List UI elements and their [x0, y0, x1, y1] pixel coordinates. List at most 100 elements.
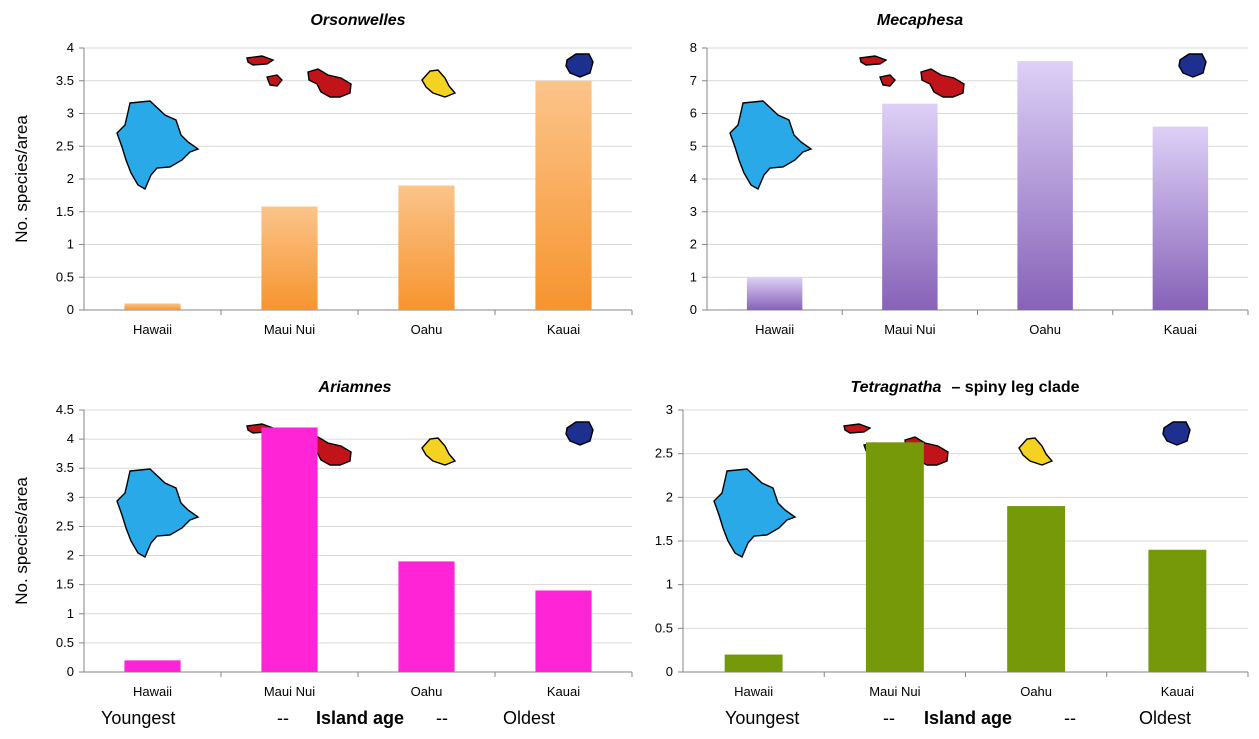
y-tick-label: 3.5 [56, 73, 74, 88]
hawaii-island-icon [116, 100, 200, 190]
y-tick-label: 1 [67, 606, 74, 621]
chart-panel-4: 0 0.5 1 1.5 2 2.5 3 Hawaii Maui Nui Oahu Kauai Tetr… [655, 379, 1249, 699]
bar-kauai [1148, 549, 1207, 672]
bar-oahu [398, 185, 455, 310]
x-category-label: Maui Nui [264, 322, 315, 337]
bar-oahu [1007, 506, 1066, 672]
y-tick-label: 5 [690, 138, 697, 153]
bar-kauai [535, 590, 592, 672]
bar-oahu [1017, 61, 1073, 310]
oahu-island-icon [421, 69, 457, 98]
island-map-group [116, 421, 594, 558]
bar-kauai [535, 80, 592, 310]
maui-nui-islands-icon [920, 68, 965, 98]
y-tick-label: 0 [666, 664, 673, 679]
y-tick-label: 1.5 [655, 533, 673, 548]
chart-title: Orsonwelles [310, 12, 405, 29]
y-tick-label: 1 [67, 237, 74, 252]
kauai-island-icon [565, 53, 594, 78]
y-tick-label: 2.5 [56, 138, 74, 153]
oahu-island-icon [1018, 437, 1054, 466]
bar-maui-nui [865, 442, 924, 672]
x-category-label: Kauai [547, 322, 580, 337]
y-tick-label: 7 [690, 73, 697, 88]
chart-panel-2: 0 1 2 3 4 5 6 7 8 Hawaii Maui Nui Oahu Kauai Mecaphes… [690, 12, 1249, 337]
y-tick-label: 1.5 [56, 577, 74, 592]
maui-nui-islands-icon [266, 74, 283, 87]
maui-nui-islands-icon [859, 55, 888, 66]
bar-hawaii [724, 654, 783, 672]
x-category-label: Kauai [1161, 684, 1194, 699]
bar-hawaii [124, 660, 181, 672]
x-category-label: Oahu [411, 684, 443, 699]
x-category-label: Maui Nui [264, 684, 315, 699]
chart-panel-3: 0 0.5 1 1.5 2 2.5 3 3.5 4 4.5 Hawaii Maui Nui Oahu Ka… [12, 379, 633, 699]
hawaii-island-icon [713, 468, 797, 558]
chart-title: Mecaphesa [877, 12, 963, 29]
bar-maui-nui [261, 206, 318, 310]
y-tick-label: 3.5 [56, 460, 74, 475]
x-category-label: Kauai [547, 684, 580, 699]
island-map-group [713, 421, 1191, 558]
x-category-label: Hawaii [755, 322, 794, 337]
bar-hawaii [124, 303, 181, 310]
maui-nui-islands-icon [246, 55, 275, 66]
y-tick-label: 2 [666, 489, 673, 504]
x-category-label: Oahu [1029, 322, 1061, 337]
y-tick-label: 2 [67, 171, 74, 186]
bar-kauai [1152, 126, 1209, 310]
x-category-label: Hawaii [133, 684, 172, 699]
y-tick-label: 2 [690, 237, 697, 252]
chart-title-suffix: – spiny leg clade [951, 379, 1079, 396]
y-tick-label: 6 [690, 106, 697, 121]
maui-nui-islands-icon [843, 423, 872, 434]
y-axis-label: No. species/area [12, 477, 31, 605]
y-tick-label: 2 [67, 548, 74, 563]
y-axis-label: No. species/area [12, 115, 31, 243]
chart-title-genus: Orsonwelles [310, 12, 405, 29]
x-category-label: Hawaii [734, 684, 773, 699]
oahu-island-icon [421, 437, 457, 466]
y-tick-label: 4 [67, 431, 74, 446]
maui-nui-islands-icon [879, 74, 896, 87]
y-tick-label: 3 [67, 106, 74, 121]
y-tick-label: 4 [67, 40, 74, 55]
island-map-group [116, 53, 594, 190]
y-tick-label: 0.5 [655, 620, 673, 635]
x-category-label: Oahu [411, 322, 443, 337]
x-category-label: Hawaii [133, 322, 172, 337]
bar-maui-nui [261, 427, 318, 672]
y-tick-label: 0 [67, 664, 74, 679]
y-tick-label: 4.5 [56, 402, 74, 417]
y-tick-label: 0.5 [56, 635, 74, 650]
y-tick-label: 2.5 [655, 446, 673, 461]
chart-title-genus: Mecaphesa [877, 12, 963, 29]
chart-title-genus: Ariamnes [318, 379, 392, 396]
y-tick-label: 1 [690, 269, 697, 284]
y-tick-label: 0.5 [56, 269, 74, 284]
y-tick-label: 8 [690, 40, 697, 55]
x-category-label: Oahu [1020, 684, 1052, 699]
kauai-island-icon [1162, 421, 1191, 446]
chart-title-genus: Tetragnatha [850, 379, 941, 396]
kauai-island-icon [565, 421, 594, 446]
chart-panel-1: 0 0.5 1 1.5 2 2.5 3 3.5 4 Hawaii Maui Nui Oahu Kauai… [12, 12, 633, 337]
x-category-label: Maui Nui [884, 322, 935, 337]
y-tick-label: 3 [690, 204, 697, 219]
maui-nui-islands-icon [307, 68, 352, 98]
kauai-island-icon [1178, 53, 1207, 78]
bar-maui-nui [882, 103, 938, 310]
y-tick-label: 2.5 [56, 518, 74, 533]
hawaii-island-icon [116, 468, 200, 558]
chart-title: Ariamnes [318, 379, 392, 396]
island-map-group [729, 53, 1207, 190]
chart-title: Tetragnatha – spiny leg clade [850, 379, 1079, 396]
bar-oahu [398, 561, 455, 672]
y-tick-label: 0 [67, 302, 74, 317]
y-tick-label: 3 [67, 489, 74, 504]
bar-hawaii [746, 277, 803, 310]
y-tick-label: 4 [690, 171, 697, 186]
y-tick-label: 3 [666, 402, 673, 417]
